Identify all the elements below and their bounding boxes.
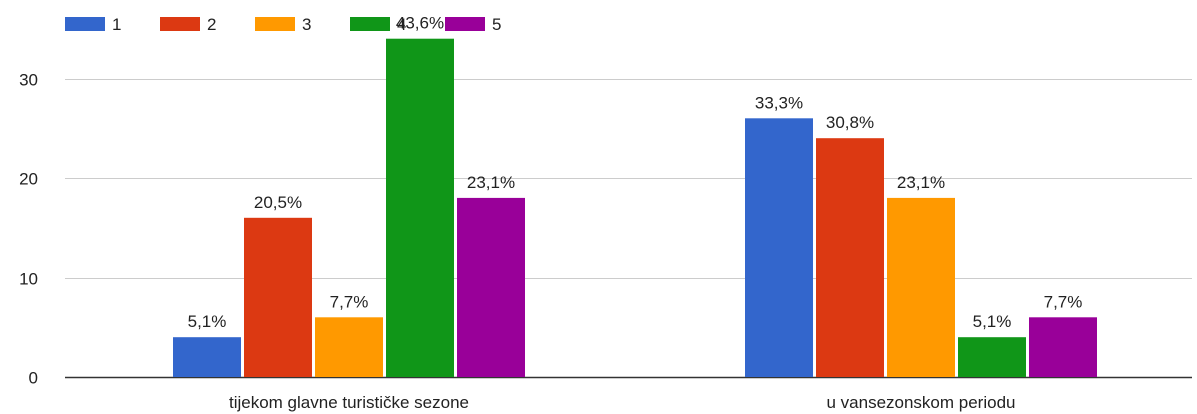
bar-1-season xyxy=(173,337,241,377)
y-tick-label: 0 xyxy=(29,369,38,388)
legend-label-4: 4 xyxy=(397,15,406,34)
data-label: 23,1% xyxy=(467,173,515,192)
y-tick-label: 30 xyxy=(19,71,38,90)
category-label: u vansezonskom periodu xyxy=(826,393,1015,412)
data-labels: 5,1% 20,5% 7,7% 43,6% 23,1% 33,3% 30,8% 23,1% 5,… xyxy=(188,14,1083,332)
data-label: 7,7% xyxy=(1044,292,1083,311)
data-label: 33,3% xyxy=(755,93,803,112)
data-label: 23,1% xyxy=(897,173,945,192)
bar-4-offseason xyxy=(958,337,1026,377)
bar-5-season xyxy=(457,197,525,377)
bar-1-offseason xyxy=(745,118,813,378)
y-tick-label: 20 xyxy=(19,170,38,189)
grid-lines xyxy=(65,79,1192,379)
bars xyxy=(173,38,1097,378)
data-label: 7,7% xyxy=(330,292,369,311)
bar-2-season xyxy=(244,217,312,377)
legend-label-1: 1 xyxy=(112,15,121,34)
legend-label-5: 5 xyxy=(492,15,501,34)
legend: 1 2 3 4 5 xyxy=(65,15,501,34)
legend-swatch-5 xyxy=(445,17,485,31)
y-axis-ticks: 0 10 20 30 xyxy=(19,71,38,388)
legend-swatch-4 xyxy=(350,17,390,31)
legend-swatch-2 xyxy=(160,17,200,31)
bar-3-season xyxy=(315,317,383,377)
category-label: tijekom glavne turističke sezone xyxy=(229,393,469,412)
data-label: 20,5% xyxy=(254,193,302,212)
category-labels: tijekom glavne turističke sezone u vansez… xyxy=(229,393,1016,412)
bar-2-offseason xyxy=(816,138,884,377)
data-label: 5,1% xyxy=(188,312,227,331)
legend-swatch-3 xyxy=(255,17,295,31)
data-label: 43,6% xyxy=(396,14,444,33)
legend-label-3: 3 xyxy=(302,15,311,34)
bar-4-season xyxy=(386,38,454,377)
y-tick-label: 10 xyxy=(19,270,38,289)
bar-3-offseason xyxy=(887,197,955,377)
legend-label-2: 2 xyxy=(207,15,216,34)
legend-swatch-1 xyxy=(65,17,105,31)
bar-5-offseason xyxy=(1029,317,1097,377)
data-label: 5,1% xyxy=(973,312,1012,331)
data-label: 30,8% xyxy=(826,113,874,132)
